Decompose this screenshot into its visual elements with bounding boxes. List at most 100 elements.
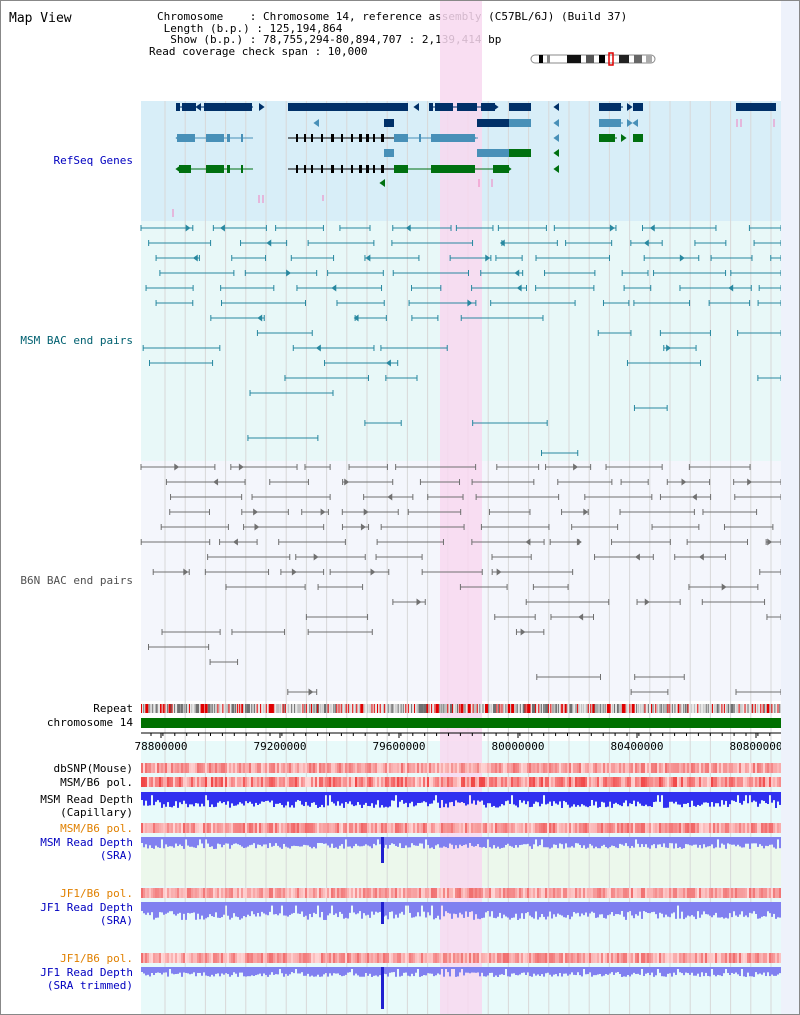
jf1-depth-sra-bar bbox=[697, 902, 699, 912]
msm-b6-pol-cell bbox=[333, 777, 335, 787]
msm-depth-capillary-bar bbox=[749, 792, 751, 796]
msm-depth-sra-bar bbox=[497, 837, 499, 847]
jf1-depth-sra-bar bbox=[249, 902, 251, 917]
msm-depth-sra-bar bbox=[397, 837, 399, 847]
msm-depth-sra-bar bbox=[149, 837, 151, 846]
msm-b6-pol-cell bbox=[701, 777, 703, 787]
dbsnp-cell bbox=[245, 763, 247, 773]
msm-depth-capillary-bar bbox=[489, 792, 491, 804]
jf1-depth-sra-bar bbox=[497, 902, 499, 917]
jf1-b6-pol2-cell bbox=[613, 953, 615, 963]
jf1-b6-pol-cell bbox=[577, 888, 579, 898]
repeat-element bbox=[428, 704, 430, 713]
strand-arrow bbox=[499, 239, 505, 247]
dbsnp-cell bbox=[691, 763, 693, 773]
dbsnp-cell bbox=[623, 763, 625, 773]
jf1-depth-trim-label[interactable]: JF1 Read Depth bbox=[40, 966, 133, 979]
msm-b6-pol2-track-label[interactable]: MSM/B6 pol. bbox=[60, 822, 133, 835]
jf1-b6-pol2-cell bbox=[591, 953, 593, 963]
jf1-depth-trim-bar bbox=[169, 967, 171, 969]
msm-b6-pol2-cell bbox=[451, 823, 453, 833]
b6n-bac-track-label[interactable]: B6N BAC end pairs bbox=[20, 574, 133, 587]
jf1-depth-sra-label[interactable]: JF1 Read Depth bbox=[40, 901, 133, 914]
msm-b6-pol-cell bbox=[505, 777, 507, 787]
jf1-b6-pol2-cell bbox=[339, 953, 341, 963]
repeat-element bbox=[161, 704, 163, 713]
msm-bac-track-label[interactable]: MSM BAC end pairs bbox=[20, 334, 133, 347]
msm-depth-sra-bar bbox=[605, 837, 607, 848]
msm-b6-pol-cell bbox=[205, 777, 207, 787]
msm-b6-pol-cell bbox=[601, 777, 603, 787]
msm-depth-sra-bar bbox=[557, 837, 559, 849]
msm-b6-pol2-cell bbox=[759, 823, 761, 833]
msm-depth-sra-bar bbox=[263, 837, 265, 845]
dbsnp-cell bbox=[535, 763, 537, 773]
jf1-depth-sra-bar bbox=[633, 902, 635, 919]
jf1-b6-pol2-cell bbox=[441, 953, 443, 963]
jf1-b6-pol-cell bbox=[485, 888, 487, 898]
jf1-b6-pol2-cell bbox=[555, 953, 557, 963]
refseq-track-label[interactable]: RefSeq Genes bbox=[53, 154, 133, 167]
repeat-track-label[interactable]: Repeat bbox=[93, 702, 133, 715]
dbsnp-track-label[interactable]: dbSNP(Mouse) bbox=[53, 762, 133, 775]
msm-depth-capillary-bar bbox=[649, 792, 651, 807]
msm-depth-capillary-bar bbox=[261, 792, 263, 802]
repeat-element bbox=[284, 704, 286, 713]
msm-depth-sra-bar bbox=[441, 837, 443, 848]
chromosome-track-label[interactable]: chromosome 14 bbox=[46, 716, 133, 729]
jf1-b6-pol2-cell bbox=[217, 953, 219, 963]
msm-depth-capillary-bar bbox=[385, 792, 387, 807]
jf1-b6-pol-cell bbox=[523, 888, 525, 898]
msm-depth-sra-bar bbox=[333, 837, 335, 848]
msm-b6-pol-track-label[interactable]: MSM/B6 pol. bbox=[60, 776, 133, 789]
msm-b6-pol-cell bbox=[479, 777, 481, 787]
jf1-depth-trim-bar bbox=[475, 967, 477, 973]
jf1-b6-pol2-cell bbox=[623, 953, 625, 963]
dbsnp-cell bbox=[775, 763, 777, 773]
jf1-b6-pol-cell bbox=[405, 888, 407, 898]
jf1-b6-pol2-cell bbox=[589, 953, 591, 963]
jf1-depth-sra-bar bbox=[777, 902, 779, 918]
jf1-b6-pol-cell bbox=[579, 888, 581, 898]
jf1-depth-trim-bar bbox=[453, 967, 455, 969]
strand-arrow bbox=[632, 119, 638, 127]
msm-depth-sra-bar bbox=[421, 837, 423, 844]
msm-b6-pol-cell bbox=[749, 777, 751, 787]
jf1-b6-pol-cell bbox=[611, 888, 613, 898]
msm-depth-capillary-label[interactable]: MSM Read Depth bbox=[40, 793, 133, 806]
strand-arrow bbox=[416, 598, 422, 606]
gene-exon bbox=[366, 165, 369, 173]
repeat-element bbox=[194, 704, 196, 713]
msm-b6-pol2-cell bbox=[397, 823, 399, 833]
msm-b6-pol2-cell bbox=[337, 823, 339, 833]
jf1-b6-pol-track-label[interactable]: JF1/B6 pol. bbox=[60, 887, 133, 900]
jf1-b6-pol2-cell bbox=[683, 953, 685, 963]
msm-depth-sra-bar bbox=[229, 837, 231, 849]
dbsnp-cell bbox=[241, 763, 243, 773]
msm-b6-pol-cell bbox=[397, 777, 399, 787]
jf1-b6-pol2-track-label[interactable]: JF1/B6 pol. bbox=[60, 952, 133, 965]
msm-depth-sra-label[interactable]: MSM Read Depth bbox=[40, 836, 133, 849]
msm-depth-capillary-bar bbox=[391, 792, 393, 801]
jf1-b6-pol-cell bbox=[171, 888, 173, 898]
msm-depth-sra-bar bbox=[507, 837, 509, 844]
dbsnp-cell bbox=[293, 763, 295, 773]
msm-b6-pol2-cell bbox=[175, 823, 177, 833]
jf1-depth-trim-bar bbox=[141, 967, 143, 973]
jf1-b6-pol2-cell bbox=[363, 953, 365, 963]
msm-b6-pol-cell bbox=[211, 777, 213, 787]
msm-depth-capillary-bar bbox=[697, 792, 699, 805]
msm-depth-capillary-bar bbox=[753, 792, 755, 801]
msm-depth-sra-bar bbox=[147, 837, 149, 849]
jf1-b6-pol2-cell bbox=[245, 953, 247, 963]
msm-b6-pol-cell bbox=[665, 777, 667, 787]
msm-b6-pol2-cell bbox=[427, 823, 429, 833]
dbsnp-cell bbox=[561, 763, 563, 773]
jf1-b6-pol2-cell bbox=[625, 953, 627, 963]
msm-b6-pol-cell bbox=[141, 777, 143, 787]
msm-b6-pol-cell bbox=[491, 777, 493, 787]
repeat-element bbox=[671, 704, 673, 713]
repeat-element bbox=[391, 704, 393, 713]
msm-b6-pol-cell bbox=[597, 777, 599, 787]
